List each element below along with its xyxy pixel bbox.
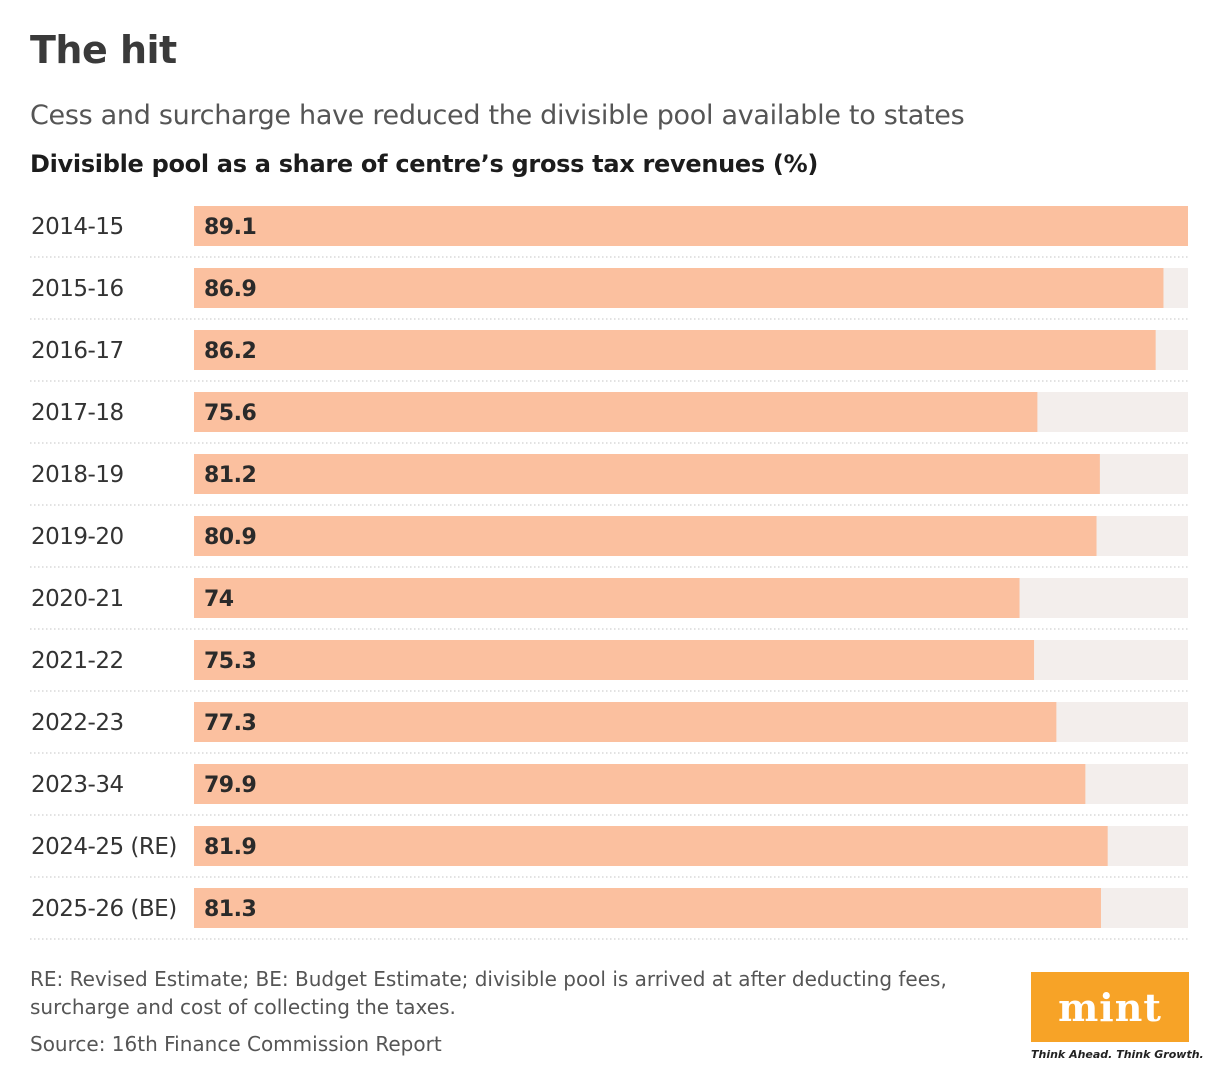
bar	[194, 702, 1057, 742]
value-label: 75.6	[204, 401, 256, 426]
bar	[194, 888, 1101, 928]
category-label: 2018-19	[31, 462, 124, 488]
bar	[194, 206, 1188, 246]
value-label: 86.2	[204, 339, 256, 364]
category-label: 2016-17	[31, 338, 124, 364]
value-label: 77.3	[204, 711, 256, 736]
category-label: 2023-34	[31, 772, 124, 798]
category-label: 2014-15	[31, 214, 124, 240]
bar	[194, 268, 1164, 308]
page-subtitle: Cess and surcharge have reduced the divi…	[30, 100, 965, 131]
bar	[194, 826, 1108, 866]
category-label: 2022-23	[31, 710, 124, 736]
bar	[194, 578, 1020, 618]
page-title: The hit	[30, 28, 177, 72]
category-label: 2025-26 (BE)	[31, 896, 177, 922]
category-label: 2019-20	[31, 524, 124, 550]
value-label: 74	[204, 587, 234, 612]
logo-text: mint	[1058, 984, 1162, 1030]
source-note: Source: 16th Finance Commission Report	[30, 1032, 442, 1056]
bar	[194, 516, 1097, 556]
bar	[194, 392, 1038, 432]
bar-chart: 2014-15 89.1 2015-16 86.9 2016-17 86.2 2017-18…	[30, 206, 1188, 940]
footnote: RE: Revised Estimate; BE: Budget Estimat…	[30, 967, 947, 1019]
category-label: 2015-16	[31, 276, 124, 302]
bar	[194, 454, 1100, 494]
bar	[194, 764, 1086, 804]
mint-logo: mint	[1031, 972, 1189, 1042]
category-label: 2020-21	[31, 586, 124, 612]
value-label: 75.3	[204, 649, 256, 674]
category-label: 2024-25 (RE)	[31, 834, 177, 860]
value-label: 81.3	[204, 897, 256, 922]
value-label: 81.2	[204, 463, 256, 488]
value-label: 80.9	[204, 525, 256, 550]
bar	[194, 330, 1156, 370]
value-label: 86.9	[204, 277, 256, 302]
value-label: 81.9	[204, 835, 256, 860]
value-label: 89.1	[204, 215, 256, 240]
category-label: 2017-18	[31, 400, 124, 426]
value-label: 79.9	[204, 773, 256, 798]
bar	[194, 640, 1035, 680]
logo-tagline: Think Ahead. Think Growth.	[1031, 1048, 1204, 1061]
category-label: 2021-22	[31, 648, 124, 674]
chart-title: Divisible pool as a share of centre’s gr…	[30, 150, 818, 178]
